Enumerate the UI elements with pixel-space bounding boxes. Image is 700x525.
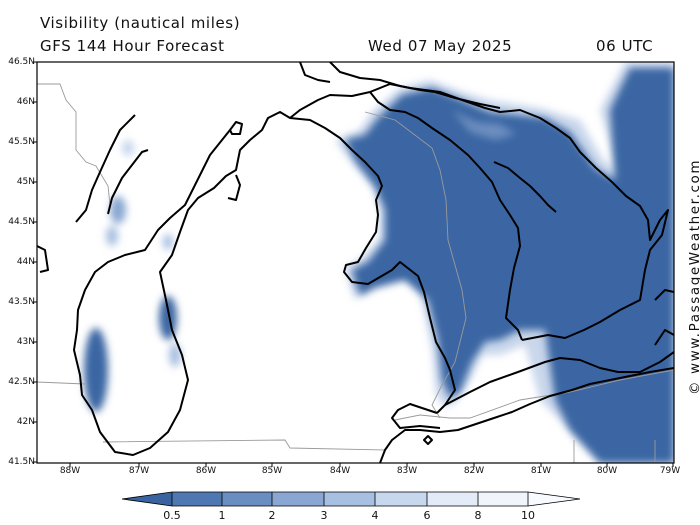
lat-label: 43.5N <box>8 297 35 307</box>
lon-label: 84W <box>329 466 351 476</box>
coastlines <box>37 62 674 463</box>
lat-label: 46N <box>16 97 35 107</box>
colorbar-label: 8 <box>474 509 482 522</box>
lat-label: 44.5N <box>8 217 35 227</box>
colorbar-label: 10 <box>521 509 535 522</box>
axis-ticks <box>33 61 674 467</box>
copyright-watermark: © www.PassageWeather.com <box>687 158 700 395</box>
lon-label: 88W <box>59 466 81 476</box>
lat-label: 42.5N <box>8 377 35 387</box>
lon-label: 86W <box>195 466 217 476</box>
lon-label: 81W <box>530 466 552 476</box>
colorbar-label: 0.5 <box>163 509 181 522</box>
colorbar-label: 4 <box>371 509 379 522</box>
colorbar-label: 2 <box>268 509 276 522</box>
low-visibility-field <box>84 62 674 463</box>
forecast-time: 06 UTC <box>596 37 654 55</box>
lon-label: 85W <box>261 466 283 476</box>
forecast-model: GFS 144 Hour Forecast <box>40 37 225 55</box>
forecast-date: Wed 07 May 2025 <box>368 37 513 55</box>
lon-label: 80W <box>596 466 618 476</box>
border-lines <box>37 83 674 463</box>
lat-label: 44N <box>16 257 35 267</box>
lon-label: 83W <box>396 466 418 476</box>
lat-label: 41.5N <box>8 457 35 467</box>
lat-label: 43N <box>16 337 35 347</box>
colorbar <box>121 491 581 507</box>
lon-label: 87W <box>128 466 150 476</box>
lon-label: 82W <box>463 466 485 476</box>
lon-label: 79W <box>659 466 681 476</box>
colorbar-label: 1 <box>218 509 226 522</box>
lat-label: 42N <box>16 417 35 427</box>
map-title: Visibility (nautical miles) <box>40 14 241 32</box>
colorbar-label: 3 <box>320 509 328 522</box>
colorbar-label: 6 <box>423 509 431 522</box>
lat-label: 45N <box>16 177 35 187</box>
lat-label: 46.5N <box>8 57 35 67</box>
lat-label: 45.5N <box>8 137 35 147</box>
